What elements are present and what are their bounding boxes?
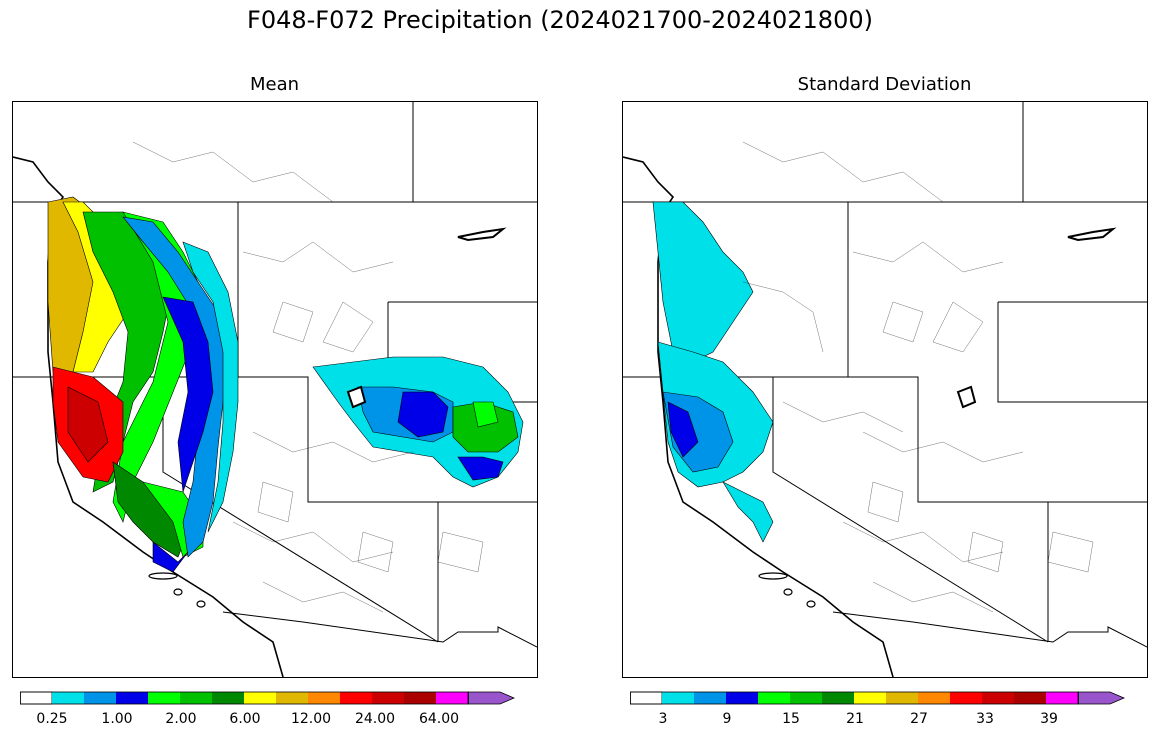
mean-extend-arrow	[467, 691, 516, 705]
mean-color-segment	[19, 691, 53, 705]
stddev-tick-label: 27	[910, 711, 928, 727]
stddev-map	[622, 101, 1148, 678]
stddev-extend-arrow	[1077, 691, 1126, 705]
mean-tick-label: 6.00	[229, 711, 261, 727]
stddev-color-segment	[662, 692, 694, 704]
stddev-color-segment	[629, 691, 663, 705]
stddev-color-segment	[822, 692, 854, 704]
mean-map	[12, 101, 538, 678]
stddev-tick-label: 15	[782, 711, 800, 727]
mean-color-segment	[148, 692, 180, 704]
stddev-color-segment	[1014, 692, 1046, 704]
stddev-tick-label: 39	[1040, 711, 1058, 727]
stddev-color-segment	[918, 692, 950, 704]
stddev-color-segment	[950, 692, 982, 704]
stddev-tick-label: 9	[722, 711, 732, 727]
mean-color-segment	[84, 692, 116, 704]
mean-tick-label: 1.00	[101, 711, 133, 727]
mean-color-segment	[116, 692, 148, 704]
mean-tick-label: 64.00	[418, 711, 460, 727]
mean-tick-label: 0.25	[36, 711, 68, 727]
mean-panel-title: Mean	[249, 74, 300, 95]
mean-color-segment	[180, 692, 212, 704]
stddev-color-segment	[758, 692, 790, 704]
stddev-tick-label: 33	[976, 711, 994, 727]
stddev-tick-label: 21	[846, 711, 864, 727]
stddev-panel-title: Standard Deviation	[797, 74, 972, 95]
mean-color-segment	[52, 692, 84, 704]
stddev-color-segment	[726, 692, 758, 704]
mean-colorbar	[19, 690, 530, 705]
stddev-color-segment	[886, 692, 918, 704]
stddev-color-segment	[694, 692, 726, 704]
stddev-color-segment	[854, 692, 886, 704]
mean-color-segment	[340, 692, 372, 704]
mean-color-segment	[308, 692, 340, 704]
mean-tick-label: 12.00	[290, 711, 332, 727]
stddev-colorbar-outline	[630, 691, 1079, 705]
mean-color-segment	[436, 692, 468, 704]
stddev-color-segment	[982, 692, 1014, 704]
mean-color-segment	[212, 692, 244, 704]
mean-color-segment	[244, 692, 276, 704]
mean-color-segment	[404, 692, 436, 704]
stddev-color-segment	[1046, 692, 1078, 704]
mean-colorbar-outline	[20, 691, 469, 705]
mean-color-segment	[276, 692, 308, 704]
mean-tick-label: 2.00	[165, 711, 197, 727]
mean-tick-label: 24.00	[354, 711, 396, 727]
mean-color-segment	[372, 692, 404, 704]
stddev-color-segment	[790, 692, 822, 704]
stddev-colorbar	[629, 690, 1140, 705]
stddev-tick-label: 3	[658, 711, 668, 727]
figure-title: F048-F072 Precipitation (2024021700-2024…	[247, 6, 873, 34]
